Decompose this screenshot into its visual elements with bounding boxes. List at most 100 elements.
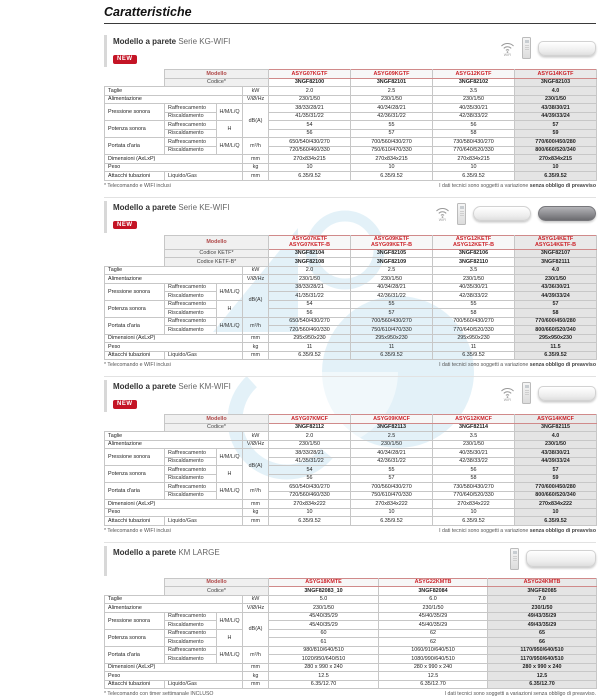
row-sublabel-cell: Riscaldamento bbox=[165, 112, 217, 121]
code-cell: 3NGF82106 bbox=[433, 249, 515, 258]
value-cell: 56 bbox=[269, 474, 351, 483]
remote-control-image bbox=[457, 203, 466, 225]
wifi-waves bbox=[500, 385, 515, 398]
model-name-cell: ASYG18KMTE bbox=[269, 578, 379, 587]
unit-label-cell: dB(A) bbox=[243, 449, 269, 483]
row-label-cell: Pressione sonora bbox=[105, 612, 165, 629]
value-cell: 57 bbox=[351, 309, 433, 318]
row-label-cell: Portata d'aria bbox=[105, 646, 165, 663]
corner-cell bbox=[105, 578, 165, 595]
code-cell: 3NGF82110 bbox=[433, 258, 515, 267]
row-label-cell: Dimensioni (AxLxP) bbox=[105, 500, 243, 509]
value-cell: 42/36/31/22 bbox=[351, 112, 433, 121]
value-cell: 10 bbox=[515, 508, 597, 517]
value-cell: 750/610/470/330 bbox=[351, 491, 433, 500]
row-label-cell: Dimensioni (AxLxP) bbox=[105, 334, 243, 343]
footnote-right-bold: senza obbligo di preavviso bbox=[530, 528, 596, 534]
code-label-cell: Codice* bbox=[165, 78, 269, 87]
value-cell: 3.5 bbox=[433, 432, 515, 441]
code-label-cell: Codice KETF-B* bbox=[165, 258, 269, 267]
value-cell: 11.5 bbox=[515, 343, 597, 352]
footnote-row: * Telecomando con timer settimanale INCL… bbox=[104, 691, 596, 697]
speed-label-cell: H bbox=[217, 629, 243, 646]
value-cell: 43/38/30/21 bbox=[515, 449, 597, 458]
wifi-icon-label: WIFI bbox=[504, 53, 511, 57]
unit-label-cell: m³/h bbox=[243, 646, 269, 663]
model-name-cell: ASYG07KGTF bbox=[269, 70, 351, 79]
code-cell: 3NGF82102 bbox=[433, 78, 515, 87]
wifi-icon-label: WIFI bbox=[504, 398, 511, 402]
value-cell: 700/560/430/270 bbox=[351, 138, 433, 147]
row-label-cell: Portata d'aria bbox=[105, 138, 165, 155]
value-cell: 770/640/520/330 bbox=[433, 491, 515, 500]
unit-label-cell: kW bbox=[243, 266, 269, 275]
row-sublabel-cell: Raffrescamento bbox=[165, 104, 217, 113]
model-name-cell: ASYG12KMCF bbox=[433, 415, 515, 424]
value-cell: 58 bbox=[433, 474, 515, 483]
value-cell: 230/1/50 bbox=[515, 95, 597, 104]
value-cell: 59 bbox=[515, 474, 597, 483]
value-cell: 10 bbox=[351, 508, 433, 517]
speed-label-cell: H/M/L/Q bbox=[217, 138, 243, 155]
value-cell: 45/40/35/29 bbox=[269, 621, 379, 630]
section-icons: WIFI bbox=[500, 35, 596, 61]
row-sublabel-cell: Riscaldamento bbox=[165, 621, 217, 630]
value-cell: 6.35/9.52 bbox=[351, 172, 433, 181]
value-cell: 700/560/430/270 bbox=[351, 317, 433, 326]
footnote-left: * Telecomando con timer settimanale INCL… bbox=[104, 691, 213, 697]
value-cell: 38/33/28/21 bbox=[269, 104, 351, 113]
value-cell: 270x834x215 bbox=[351, 155, 433, 164]
speed-label-cell: H/M/L/Q bbox=[217, 646, 243, 663]
row-label-cell: Peso bbox=[105, 672, 243, 681]
footnote-right: I dati tecnici sono soggetti a variazion… bbox=[439, 362, 596, 368]
value-cell: 4.0 bbox=[515, 87, 597, 96]
unit-label-cell: kg bbox=[243, 672, 269, 681]
value-cell: 10 bbox=[351, 163, 433, 172]
value-cell: 770/640/520/330 bbox=[433, 146, 515, 155]
row-label-cell: Pressione sonora bbox=[105, 449, 165, 466]
value-cell: 10 bbox=[515, 163, 597, 172]
indoor-unit-white-image bbox=[473, 206, 531, 221]
value-cell: 2.5 bbox=[351, 266, 433, 275]
speed-label-cell: H bbox=[217, 300, 243, 317]
value-cell: 45/40/35/29 bbox=[269, 612, 379, 621]
value-cell: 11 bbox=[433, 343, 515, 352]
value-cell: 295x950x230 bbox=[269, 334, 351, 343]
value-cell: 1170/950/640/510 bbox=[488, 655, 597, 664]
code-cell: 3NGF82114 bbox=[433, 423, 515, 432]
value-cell: 58 bbox=[433, 309, 515, 318]
value-cell: 6.0 bbox=[379, 595, 488, 604]
value-cell: 10 bbox=[269, 508, 351, 517]
value-cell: 6.35/9.52 bbox=[351, 517, 433, 526]
wifi-icon: WIFI bbox=[500, 385, 515, 402]
value-cell: 5.0 bbox=[269, 595, 379, 604]
model-header-cell: Modello bbox=[165, 235, 269, 249]
value-cell: 12.5 bbox=[269, 672, 379, 681]
value-cell: 750/610/470/330 bbox=[351, 146, 433, 155]
value-cell: 800/660/520/340 bbox=[515, 326, 597, 335]
model-name-cell: ASYG22KMTB bbox=[379, 578, 488, 587]
wifi-waves bbox=[435, 205, 450, 218]
unit-label-cell: dB(A) bbox=[243, 104, 269, 138]
model-name-cell: ASYG14KGTF bbox=[515, 70, 597, 79]
value-cell: 54 bbox=[269, 466, 351, 475]
value-cell: 1170/950/640/510 bbox=[488, 646, 597, 655]
